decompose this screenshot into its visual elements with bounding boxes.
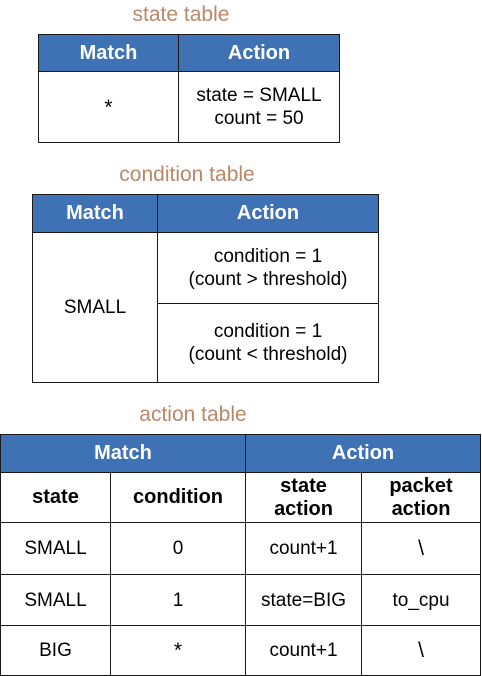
condition-table-match-cell: SMALL [32, 232, 158, 383]
condition-table-action-header: Action [157, 194, 379, 233]
packet-action-cell: \ [361, 522, 482, 575]
condition-cell: 0 [109, 522, 247, 575]
action-table-action-header: Action [245, 434, 482, 473]
action-table-title: action table [139, 403, 247, 426]
header-line: state [280, 474, 327, 497]
condition-table-action-cell: condition = 1 (count > threshold) [157, 232, 379, 304]
condition-table-title: condition table [119, 163, 255, 186]
condition-table-action-cell: condition = 1 (count < threshold) [157, 303, 379, 383]
packet-action-column-header: packet action [361, 472, 482, 523]
table-row: BIG * count+1 \ [0, 625, 482, 676]
state-table-match-cell: * [38, 71, 179, 143]
state-cell: BIG [0, 625, 111, 676]
condition-table: Match Action SMALL condition = 1 (count … [32, 194, 379, 383]
state-table: Match Action * state = SMALL count = 50 [38, 34, 340, 143]
condition-expression: (count < threshold) [188, 344, 348, 365]
condition-expression: (count > threshold) [188, 269, 348, 290]
state-action-cell: count+1 [245, 522, 363, 575]
state-action-cell: count+1 [245, 625, 363, 676]
action-table-match-header: Match [0, 434, 247, 473]
table-row: SMALL 0 count+1 \ [0, 522, 482, 575]
state-action-column-header: state action [245, 472, 363, 523]
header-line: action [391, 497, 451, 520]
condition-column-header: condition [109, 472, 247, 523]
state-table-title: state table [132, 3, 230, 26]
table-row: SMALL 1 state=BIG to_cpu [0, 574, 482, 626]
packet-action-cell: \ [361, 625, 482, 676]
condition-table-match-header: Match [32, 194, 158, 233]
state-table-action-cell: state = SMALL count = 50 [178, 71, 340, 143]
condition-line: condition = 1 [213, 321, 323, 342]
state-table-action-line: count = 50 [214, 108, 304, 129]
condition-line: condition = 1 [213, 246, 323, 267]
state-cell: SMALL [0, 522, 111, 575]
condition-cell: 1 [109, 574, 247, 626]
state-table-action-header: Action [178, 34, 340, 72]
action-table: Match Action state condition state actio… [0, 434, 482, 676]
state-action-cell: state=BIG [245, 574, 363, 626]
state-cell: SMALL [0, 574, 111, 626]
packet-action-cell: to_cpu [361, 574, 482, 626]
condition-cell: * [109, 625, 247, 676]
header-line: packet [389, 474, 453, 497]
header-line: action [274, 497, 333, 520]
state-column-header: state [0, 472, 111, 523]
state-table-match-header: Match [38, 34, 179, 72]
state-table-action-line: state = SMALL [196, 85, 322, 106]
